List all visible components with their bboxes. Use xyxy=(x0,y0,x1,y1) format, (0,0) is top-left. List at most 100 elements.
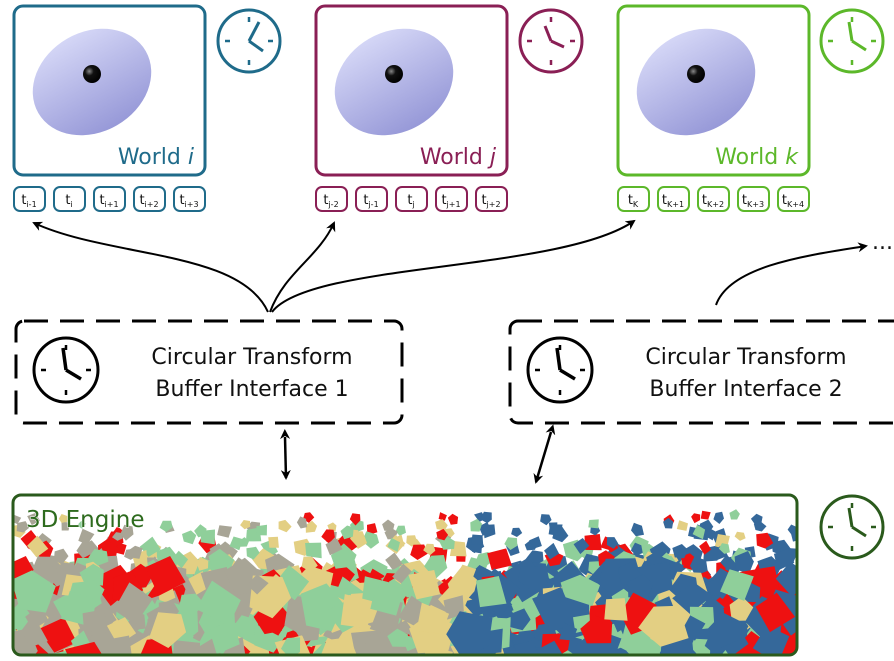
debris-piece xyxy=(274,565,310,601)
debris-piece xyxy=(690,556,708,576)
timestamp-chip: ti+1 xyxy=(93,186,126,212)
arrow-to-world-k xyxy=(271,219,636,313)
svg-text:tK+3: tK+3 xyxy=(742,193,764,209)
debris-piece xyxy=(268,536,279,548)
debris-piece xyxy=(13,601,30,622)
debris-piece xyxy=(504,537,518,550)
clock-icon xyxy=(526,336,594,404)
debris-piece xyxy=(423,543,436,556)
debris-piece xyxy=(529,536,542,549)
debris-piece xyxy=(408,570,441,600)
debris-piece xyxy=(340,594,373,629)
debris-piece xyxy=(536,640,564,655)
debris-piece xyxy=(438,512,447,521)
debris-piece xyxy=(708,612,742,648)
double-arrow-icon xyxy=(280,429,291,480)
debris-piece xyxy=(482,524,496,539)
more-worlds-ellipsis: ... xyxy=(872,230,893,255)
debris-piece xyxy=(38,617,77,653)
debris-piece xyxy=(756,532,774,549)
world-i: World i ti-1 ti ti+1 ti+2 ti+3 xyxy=(12,4,282,212)
debris-piece xyxy=(720,569,754,601)
timestamp-buffer-j: tj-2 tj-1 tj tj+1 tj+2 xyxy=(315,186,508,212)
debris-piece xyxy=(240,520,251,530)
debris-piece xyxy=(713,511,724,524)
engine-frame xyxy=(11,493,799,657)
svg-text:ti+1: ti+1 xyxy=(99,193,118,209)
debris-piece xyxy=(321,529,335,544)
debris-piece xyxy=(395,525,406,536)
svg-text:tj+1: tj+1 xyxy=(441,193,460,209)
svg-text:ti+3: ti+3 xyxy=(179,193,198,209)
svg-text:tK+1: tK+1 xyxy=(662,193,684,209)
timestamp-chip: tj xyxy=(395,186,428,212)
svg-text:tK+2: tK+2 xyxy=(702,193,724,209)
debris-piece xyxy=(278,519,292,533)
debris-piece xyxy=(627,574,654,599)
timestamp-chip: tK+1 xyxy=(657,186,690,212)
debris-piece xyxy=(182,530,197,545)
double-arrow-icon xyxy=(533,424,556,484)
world-i-label: World i xyxy=(118,145,194,170)
debris-piece xyxy=(588,519,599,529)
debris-piece xyxy=(229,536,243,551)
debris-piece xyxy=(471,534,484,545)
ball-icon xyxy=(83,65,101,83)
debris-piece xyxy=(256,524,267,536)
debris-piece xyxy=(208,548,235,573)
debris-piece xyxy=(196,580,241,626)
arrow-to-world-i xyxy=(32,221,269,313)
debris-piece xyxy=(406,535,418,547)
clock-icon xyxy=(819,8,885,74)
timestamp-chip: tK xyxy=(617,186,650,212)
debris-piece xyxy=(340,525,354,540)
debris-piece xyxy=(734,531,746,541)
debris-piece xyxy=(410,544,428,560)
debris-piece xyxy=(703,527,716,541)
svg-text:tj-2: tj-2 xyxy=(323,193,338,209)
debris-piece xyxy=(487,548,512,571)
svg-text:tj+2: tj+2 xyxy=(481,193,500,209)
debris-piece xyxy=(327,522,337,532)
debris-piece xyxy=(734,551,754,574)
debris-piece xyxy=(672,544,689,559)
interface-2-title: Circular Transform xyxy=(645,345,846,370)
debris-piece xyxy=(77,521,86,529)
debris-piece xyxy=(729,509,740,520)
debris-piece xyxy=(718,543,730,554)
interface-2-subtitle: Buffer Interface 2 xyxy=(649,377,842,402)
debris-piece xyxy=(474,551,492,568)
debris-piece xyxy=(729,596,754,621)
debris-piece xyxy=(78,528,95,545)
debris-piece xyxy=(422,646,453,655)
debris-piece xyxy=(540,514,552,526)
debris-piece xyxy=(145,556,186,596)
timestamp-chip: tK+3 xyxy=(737,186,770,212)
debris-piece xyxy=(699,540,712,555)
debris-piece xyxy=(775,561,797,598)
debris-piece xyxy=(755,592,795,633)
debris-piece xyxy=(325,538,343,556)
debris-piece xyxy=(172,640,200,655)
debris-piece xyxy=(672,582,713,615)
debris-piece xyxy=(88,549,109,566)
debris-piece xyxy=(58,514,68,523)
debris-piece xyxy=(27,512,40,526)
debris-piece xyxy=(82,609,108,633)
timestamp-chip: tK+4 xyxy=(777,186,810,212)
svg-text:tK+4: tK+4 xyxy=(782,193,804,209)
debris-piece xyxy=(362,531,380,549)
debris-piece xyxy=(305,542,322,559)
debris-piece xyxy=(149,612,187,648)
debris-piece xyxy=(106,617,137,646)
timestamp-chip: ti-1 xyxy=(13,186,46,212)
svg-text:ti: ti xyxy=(65,193,72,209)
debris-piece xyxy=(573,538,590,555)
debris-piece xyxy=(79,563,104,586)
debris-piece xyxy=(120,524,134,541)
debris-piece xyxy=(682,615,706,641)
world-k: World k tK tK+1 tK+2 tK+3 tK+4 xyxy=(616,4,885,212)
timestamp-chip: tj-1 xyxy=(355,186,388,212)
debris-piece xyxy=(663,517,674,529)
